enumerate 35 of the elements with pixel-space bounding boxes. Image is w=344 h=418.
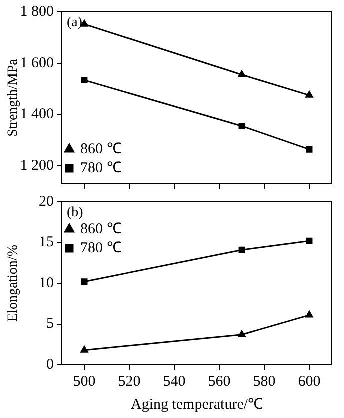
point — [238, 70, 246, 78]
point — [306, 238, 313, 244]
y-tick-label: 10 — [39, 275, 54, 292]
y-tick-label: 1 800 — [20, 4, 54, 20]
y-tick-label: 1 400 — [20, 106, 54, 123]
x-tick-label: 600 — [298, 374, 321, 390]
point — [238, 330, 246, 338]
y-tick-label: 1 600 — [20, 55, 54, 72]
y-tick-label: 5 — [46, 316, 54, 332]
annotation: (b) — [67, 206, 84, 221]
point — [81, 278, 88, 286]
x-tick-label: 540 — [163, 374, 186, 390]
x-tick-label: 580 — [253, 374, 276, 390]
x-tick-label: 560 — [208, 374, 231, 390]
legend-label: 780 ℃ — [80, 240, 122, 256]
point — [306, 311, 314, 318]
point — [306, 146, 313, 153]
y-tick-label: 20 — [39, 194, 54, 210]
point — [80, 346, 88, 353]
x-axis-title: Aging temperature/℃ — [130, 396, 264, 413]
y-tick-label: 1 200 — [20, 158, 54, 174]
point — [81, 77, 88, 84]
annotation: (a) — [67, 16, 83, 31]
legend-label: 780 ℃ — [80, 160, 122, 176]
legend-label: 860 ℃ — [80, 221, 122, 238]
y-axis-title: Elongation/% — [6, 244, 22, 322]
legend-label: 860 ℃ — [80, 141, 122, 158]
point — [306, 91, 314, 98]
point — [238, 246, 246, 254]
x-tick-label: 500 — [73, 374, 96, 390]
y-tick-label: 0 — [46, 356, 54, 373]
point — [238, 123, 246, 130]
y-tick-label: 15 — [39, 234, 54, 251]
y-axis-title: Strength/MPa — [6, 58, 22, 137]
x-tick-label: 520 — [118, 374, 141, 390]
